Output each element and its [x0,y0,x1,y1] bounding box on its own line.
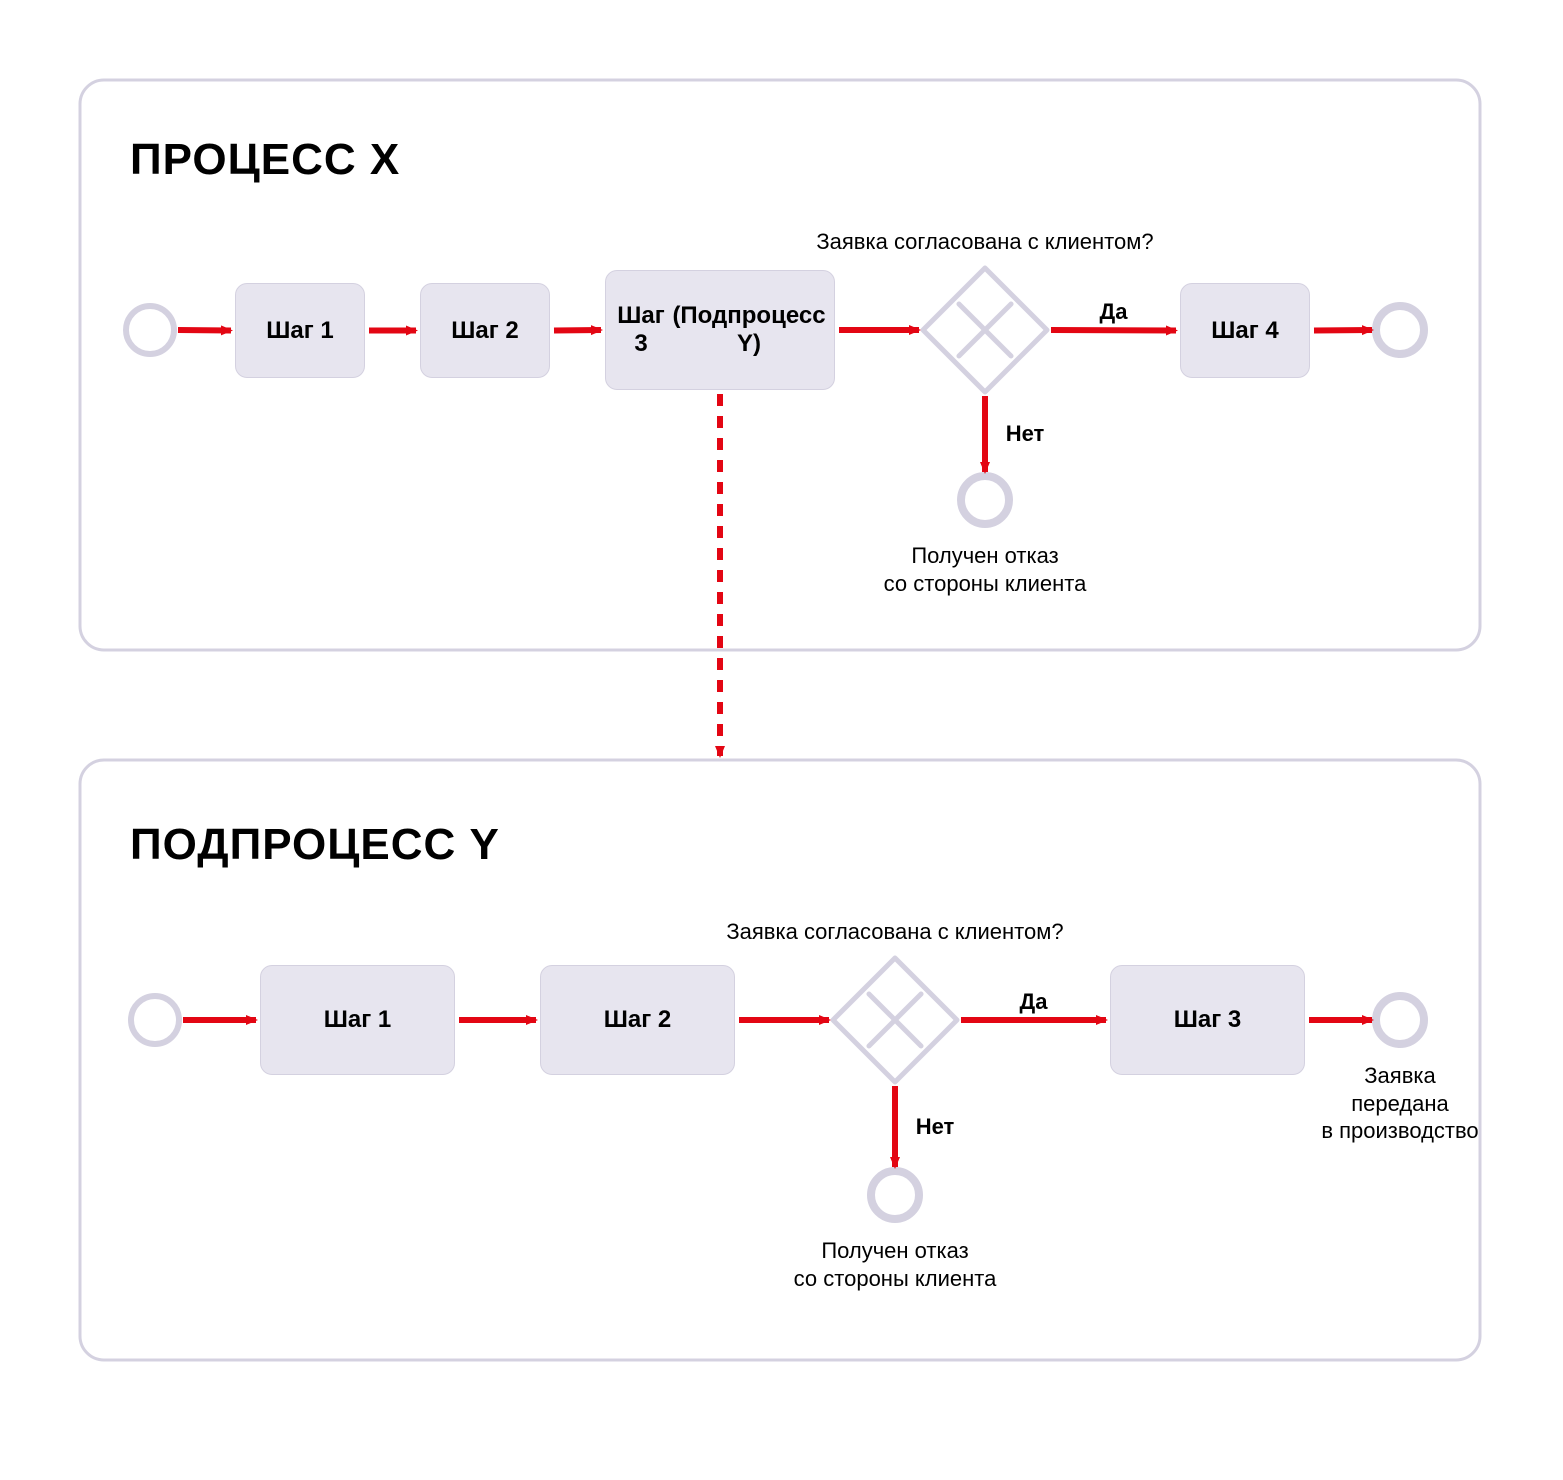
p2-t2: Шаг 2 [540,965,735,1075]
p2-title: ПОДПРОЦЕСС Y [130,820,500,870]
p1-t1: Шаг 1 [235,283,365,378]
p1-flow-label-gw-t4: Да [1074,298,1154,326]
p1-t4: Шаг 4 [1180,283,1310,378]
p2-flow-label-gw-end_no: Нет [895,1113,975,1141]
p1-flow-label-gw-end_no: Нет [985,420,1065,448]
p2-flow-label-gw-t3: Да [994,988,1074,1016]
p1-title: ПРОЦЕСС X [130,135,400,185]
p2-t3: Шаг 3 [1110,965,1305,1075]
p2-end_no [871,1171,919,1219]
p2-end_no-caption: Получен отказсо стороны клиента [765,1237,1025,1292]
p2-end_ok [1376,996,1424,1044]
p2-t1: Шаг 1 [260,965,455,1075]
diagram-stage: ПРОЦЕСС X ПОДПРОЦЕСС Y Шаг 1 Шаг 2 Шаг 3(Под… [0,0,1563,1480]
p1-start [126,306,174,354]
p2-gw-question: Заявка согласована с клиентом? [715,918,1075,946]
p1-end_ok [1376,306,1424,354]
p1-t2: Шаг 2 [420,283,550,378]
p2-start [131,996,179,1044]
p1-end_no-caption: Получен отказсо стороны клиента [855,542,1115,597]
p1-gw-question: Заявка согласована с клиентом? [805,228,1165,256]
p1-t3: Шаг 3(Подпроцесс Y) [605,270,835,390]
p1-end_no [961,476,1009,524]
p2-end_ok-caption: Заявкапереданав производство [1270,1062,1530,1145]
